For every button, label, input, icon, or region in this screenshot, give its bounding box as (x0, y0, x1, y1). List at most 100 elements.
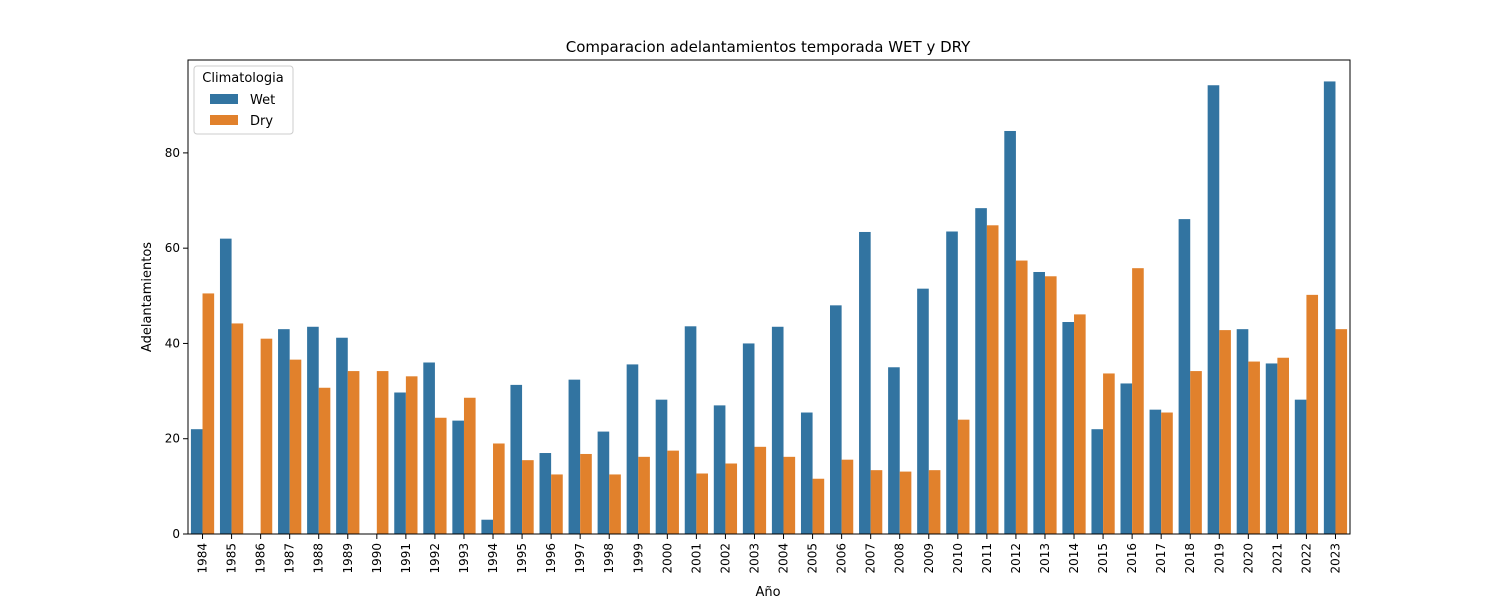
x-tick-label: 2022 (1299, 543, 1313, 574)
bar-dry-1985 (231, 323, 244, 534)
bar-dry-2015 (1103, 373, 1115, 534)
bar-wet-2007 (859, 231, 871, 534)
x-tick-label: 2021 (1270, 543, 1284, 574)
x-tick-label: 1996 (544, 543, 558, 574)
bar-wet-2005 (800, 412, 813, 534)
bar-wet-2022 (1294, 399, 1307, 534)
bar-dry-1999 (638, 456, 650, 534)
x-tick-label: 2013 (1038, 543, 1052, 574)
bar-dry-2020 (1248, 361, 1260, 534)
bars-group (190, 81, 1348, 535)
legend-swatch-dry (210, 115, 238, 125)
bar-wet-2010 (946, 231, 958, 534)
bar-dry-2011 (986, 225, 999, 535)
bar-wet-2013 (1033, 271, 1045, 534)
bar-wet-1992 (423, 362, 435, 534)
x-tick-label: 2000 (660, 543, 674, 574)
bar-dry-2018 (1190, 371, 1202, 534)
bar-dry-2021 (1277, 357, 1289, 534)
bar-wet-2006 (830, 305, 842, 534)
bar-wet-1995 (510, 384, 523, 534)
bar-wet-2014 (1062, 322, 1075, 534)
bar-dry-2006 (841, 459, 854, 534)
bar-wet-1998 (597, 431, 610, 534)
x-tick-label: 1993 (457, 543, 471, 574)
bar-wet-1994 (481, 519, 494, 534)
bar-dry-2023 (1335, 329, 1348, 534)
x-tick-label: 1984 (196, 543, 210, 574)
x-tick-label: 1994 (486, 543, 500, 574)
bar-dry-1984 (202, 293, 215, 534)
bar-wet-1996 (539, 453, 552, 534)
x-axis-title: Año (755, 585, 780, 600)
bar-wet-2023 (1323, 81, 1336, 534)
bar-dry-2008 (899, 471, 912, 534)
bar-wet-1985 (219, 238, 232, 534)
bar-dry-1992 (434, 417, 447, 534)
bar-dry-2007 (870, 470, 883, 534)
bar-dry-2003 (754, 446, 767, 534)
y-tick-label: 60 (165, 241, 180, 255)
bar-wet-2001 (684, 326, 697, 534)
x-tick-label: 2016 (1125, 543, 1139, 574)
bar-dry-2014 (1074, 314, 1086, 534)
bar-wet-1993 (452, 420, 464, 534)
x-tick-label: 2014 (1067, 543, 1081, 574)
bar-dry-1988 (318, 387, 331, 534)
bar-wet-1984 (190, 429, 203, 534)
bar-wet-2017 (1149, 409, 1162, 534)
bar-wet-2011 (975, 208, 987, 534)
bar-dry-2000 (667, 450, 679, 534)
x-tick-label: 1999 (631, 543, 645, 574)
x-tick-label: 2009 (922, 543, 936, 574)
x-tick-label: 2004 (777, 543, 791, 574)
bar-dry-2009 (928, 470, 941, 534)
bar-dry-2013 (1044, 276, 1057, 534)
plot-frame (187, 59, 1351, 535)
y-tick-label: 40 (165, 336, 180, 350)
x-tick-label: 2012 (1009, 543, 1023, 574)
bar-dry-2022 (1306, 294, 1319, 534)
bar-wet-1989 (336, 337, 348, 534)
chart-title: Comparacion adelantamientos temporada WE… (566, 38, 971, 56)
x-tick-label: 2002 (718, 543, 732, 574)
x-tick-label: 1992 (428, 543, 442, 574)
bar-wet-1988 (307, 326, 319, 534)
bar-wet-2021 (1265, 363, 1278, 534)
bar-dry-2010 (957, 419, 970, 534)
bar-wet-1987 (278, 329, 290, 534)
x-tick-label: 2003 (747, 543, 761, 574)
x-tick-label: 1991 (399, 543, 413, 574)
x-tick-label: 2007 (864, 543, 878, 574)
x-tick-label: 1990 (370, 543, 384, 574)
bar-dry-1998 (609, 474, 621, 534)
bar-dry-2005 (812, 478, 825, 534)
x-tick-label: 1995 (515, 543, 529, 574)
bar-wet-2016 (1120, 383, 1133, 534)
x-tick-label: 1989 (341, 543, 355, 574)
bar-wet-2019 (1207, 85, 1220, 534)
y-tick-label: 80 (165, 146, 180, 160)
bar-dry-1994 (493, 443, 505, 534)
bar-wet-1997 (568, 379, 581, 534)
bar-dry-2012 (1015, 260, 1028, 534)
x-tick-label: 1998 (602, 543, 616, 574)
x-tick-label: 1985 (225, 543, 239, 574)
bar-dry-2019 (1219, 330, 1231, 534)
y-tick-label: 20 (165, 432, 180, 446)
bar-wet-2003 (742, 343, 755, 534)
x-tick-label: 1986 (254, 543, 268, 574)
y-axis: 0 20 40 60 80 (165, 146, 188, 541)
x-tick-label: 2001 (689, 543, 703, 574)
x-tick-label: 1988 (312, 543, 326, 574)
bar-dry-1989 (347, 371, 360, 534)
bar-wet-2018 (1178, 219, 1191, 535)
bar-wet-2002 (713, 405, 726, 534)
bar-dry-1997 (580, 453, 592, 534)
bar-dry-1990 (376, 371, 389, 534)
x-tick-label: 2006 (835, 543, 849, 574)
bar-dry-1987 (289, 359, 302, 534)
x-tick-label: 1987 (283, 543, 297, 574)
bar-dry-1996 (551, 474, 563, 534)
